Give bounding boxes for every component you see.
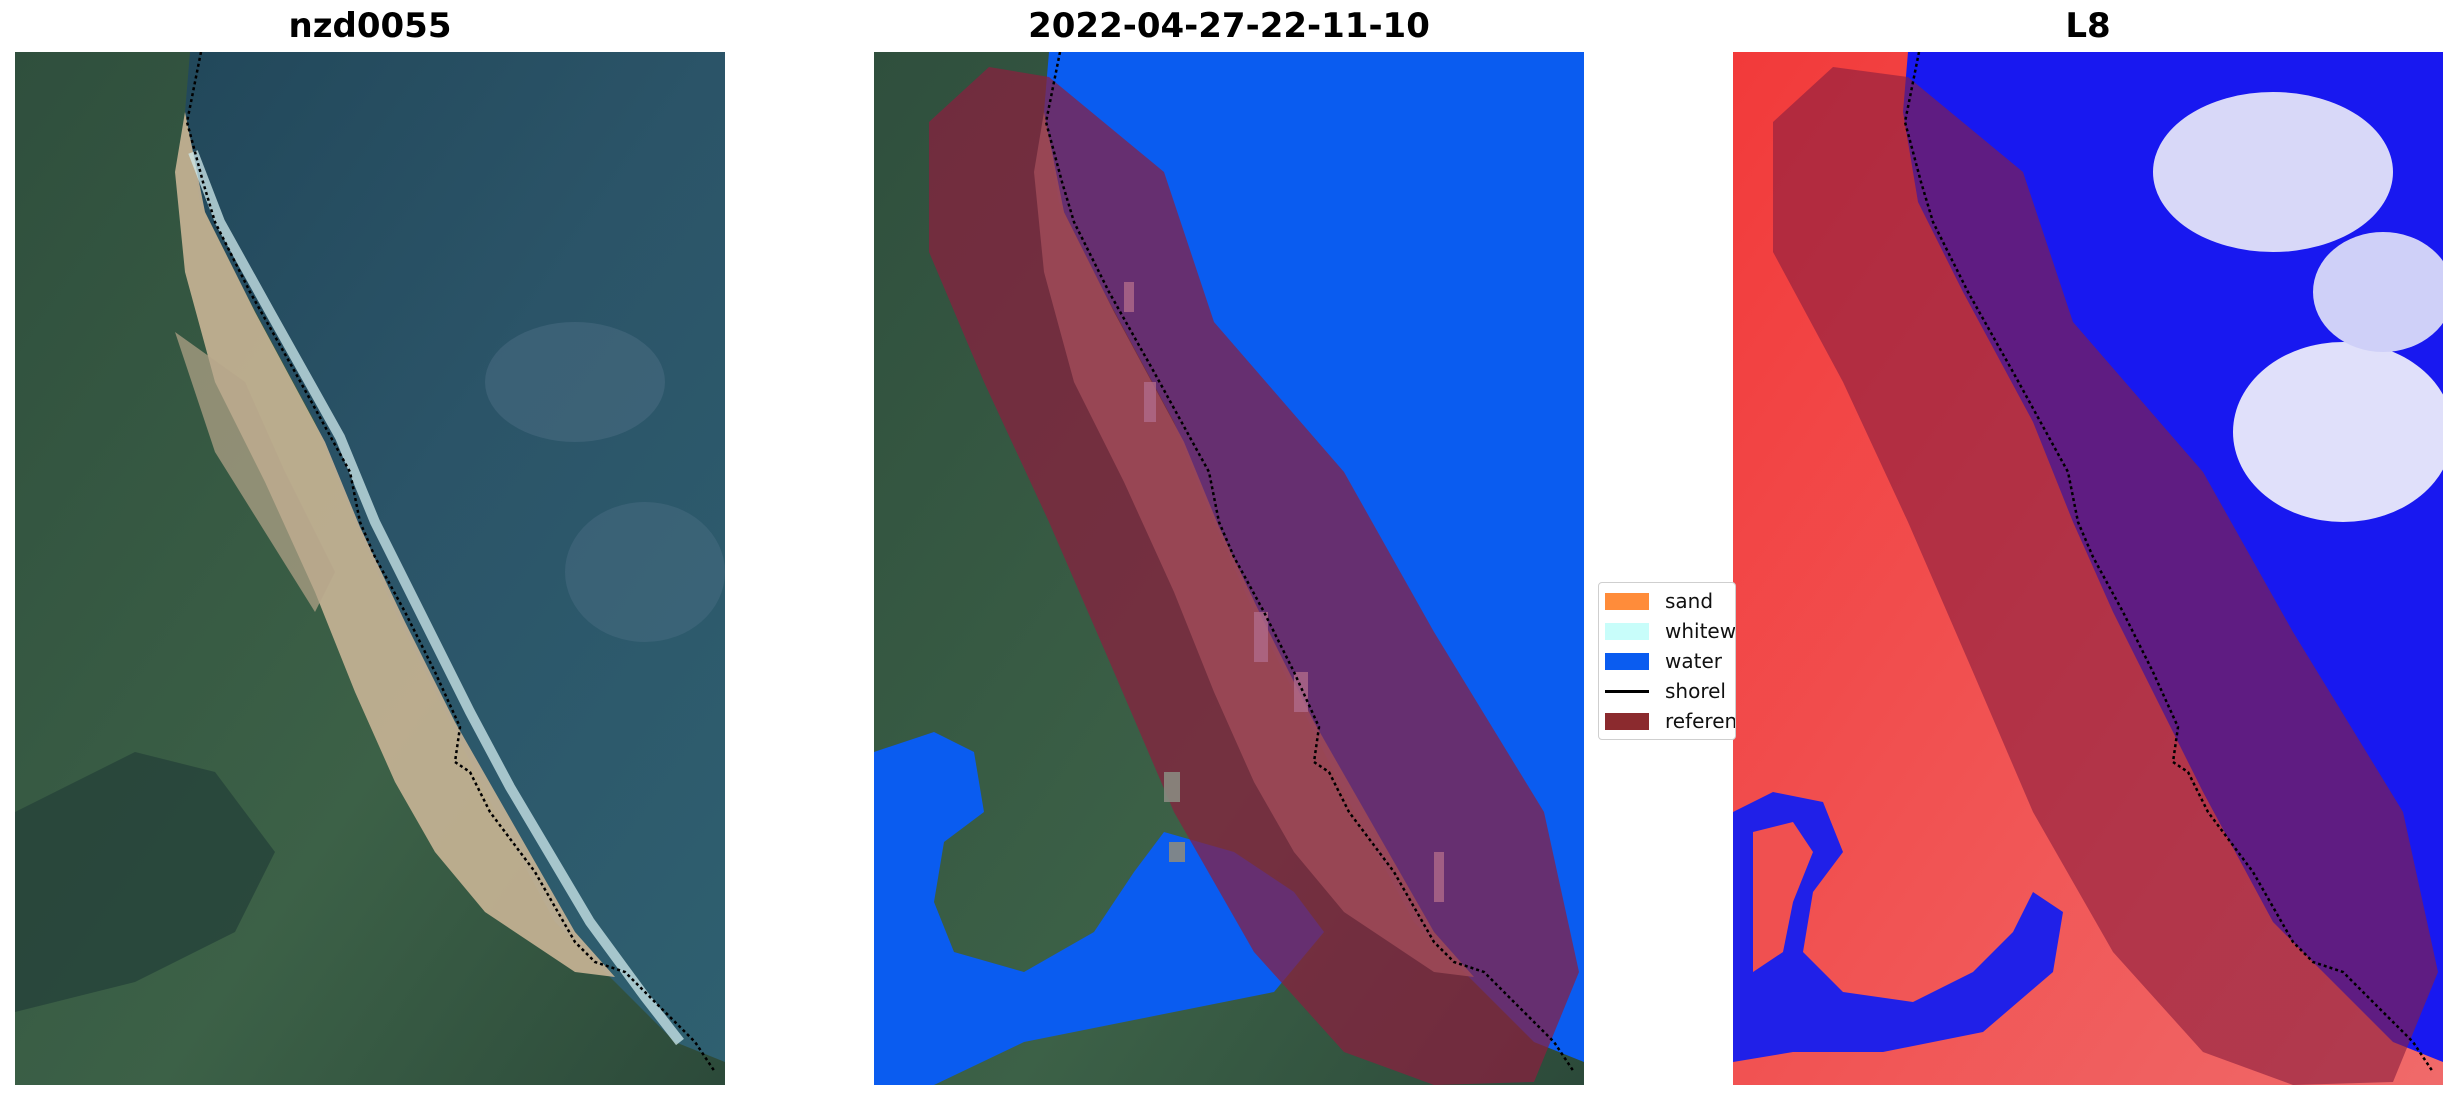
shoreline-index <box>1903 52 2435 1073</box>
classified-image-panel <box>874 52 1584 1085</box>
reference-buffer-classified <box>929 67 1579 1085</box>
rgb-image-panel <box>15 52 725 1085</box>
legend-swatch-whitewater <box>1605 622 1649 640</box>
legend-item-shoreline: shorel <box>1605 679 1726 703</box>
index-image-panel <box>1733 52 2443 1085</box>
index-image <box>1733 52 2443 1085</box>
legend-item-whitewater: whitew <box>1605 619 1736 643</box>
shoreline-classified <box>1044 52 1576 1073</box>
legend-label-sand: sand <box>1665 589 1714 613</box>
legend-swatch-water <box>1605 652 1649 670</box>
legend-swatch-shoreline <box>1605 689 1649 693</box>
legend-label-whitewater: whitew <box>1665 619 1736 643</box>
shoreline-rgb <box>185 52 717 1073</box>
legend-label-reference: referen <box>1665 709 1736 733</box>
rgb-satellite-image <box>15 52 725 1085</box>
legend-label-shoreline: shorel <box>1665 679 1726 703</box>
legend-swatch-reference <box>1605 712 1649 730</box>
panel-title-rgb: nzd0055 <box>288 6 452 46</box>
panel-title-classified: 2022-04-27-22-11-10 <box>1028 6 1430 46</box>
panel-title-index: L8 <box>2065 6 2111 46</box>
reference-buffer-index <box>1773 67 2438 1085</box>
legend: sand whitew water shorel referen <box>1598 582 1736 740</box>
classified-image <box>874 52 1584 1085</box>
legend-item-sand: sand <box>1605 589 1713 613</box>
legend-swatch-sand <box>1605 592 1649 610</box>
legend-item-reference: referen <box>1605 709 1736 733</box>
legend-label-water: water <box>1665 649 1722 673</box>
legend-item-water: water <box>1605 649 1722 673</box>
